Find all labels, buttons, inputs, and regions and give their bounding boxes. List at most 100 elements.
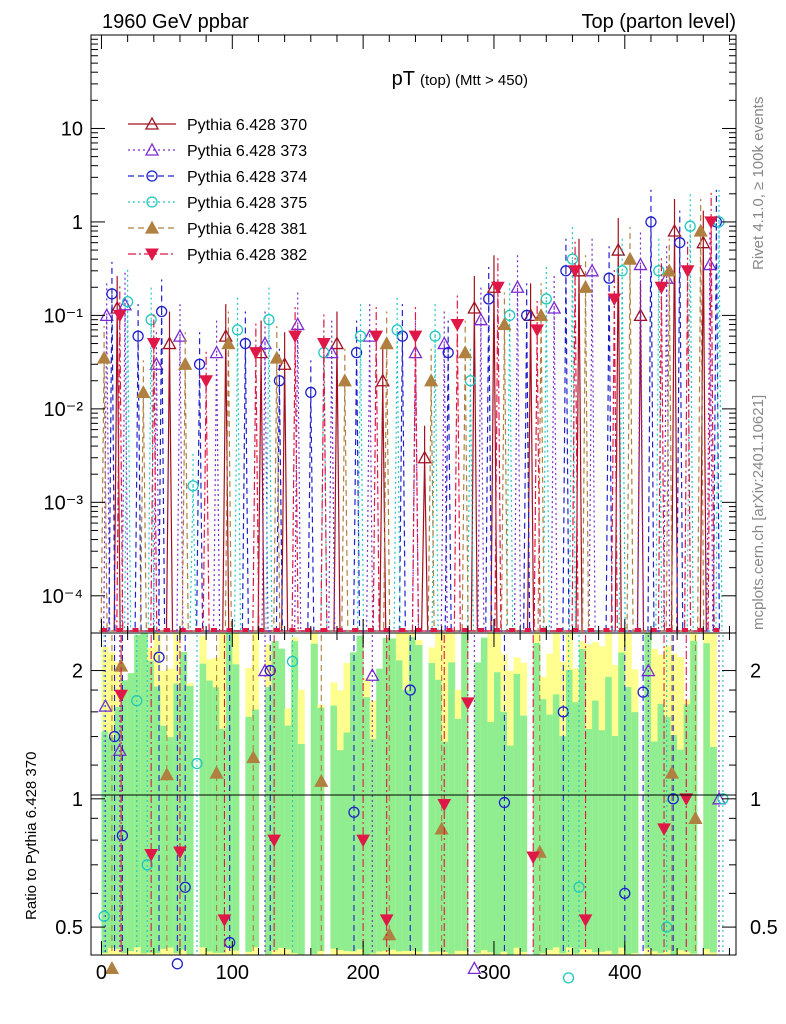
ratio-point <box>108 730 121 743</box>
band-inner <box>350 652 358 952</box>
data-point <box>288 330 302 344</box>
ratio-point <box>114 689 128 703</box>
legend-label: Pythia 6.428 381 <box>187 221 307 238</box>
header-process: Top (parton level) <box>581 11 736 33</box>
data-point <box>117 297 133 311</box>
data-point <box>199 375 213 388</box>
floor-marker <box>681 628 688 632</box>
data-point <box>530 324 544 337</box>
data-point <box>654 281 669 295</box>
band-inner <box>415 645 423 952</box>
data-point <box>702 257 717 271</box>
legend-label: Pythia 6.428 382 <box>187 247 307 264</box>
band-inner <box>166 737 174 948</box>
band-inner <box>559 736 567 954</box>
data-point <box>391 324 403 336</box>
ratio-point <box>679 793 694 806</box>
data-point <box>354 330 367 342</box>
band-inner <box>513 673 521 948</box>
ratio-series-381 <box>104 635 703 975</box>
main-ytick-label: 10⁻³ <box>44 492 84 514</box>
band-inner <box>441 741 449 953</box>
band-inner <box>690 640 698 954</box>
data-point <box>483 293 495 305</box>
data-point <box>560 265 572 277</box>
floor-marker <box>430 628 437 632</box>
data-point <box>584 263 600 277</box>
band-inner <box>160 725 168 949</box>
ratio-ytick-label-right: 1 <box>750 789 761 811</box>
band-inner <box>395 660 403 952</box>
band-inner <box>356 635 364 950</box>
ratio-xtick-label: 400 <box>608 962 641 984</box>
band-inner <box>539 699 547 954</box>
floor-marker <box>242 628 249 632</box>
ratio-xtick-label: 300 <box>477 962 510 984</box>
ratio-point <box>356 834 370 848</box>
floor-marker <box>336 628 343 632</box>
data-point <box>136 385 151 399</box>
floor-marker <box>462 628 469 632</box>
main-ytick-label: 10⁻¹ <box>44 305 84 327</box>
ratio-ytick-label: 0.5 <box>55 917 83 939</box>
data-point <box>269 350 284 364</box>
ratio-point <box>664 765 679 779</box>
band-inner <box>245 716 253 952</box>
band-inner <box>153 686 161 954</box>
data-point <box>155 305 168 318</box>
legend-label: Pythia 6.428 370 <box>187 117 307 134</box>
ratio-point <box>98 698 113 712</box>
floor-marker <box>556 628 563 632</box>
data-point <box>547 300 562 314</box>
ratio-point <box>144 849 159 862</box>
ratio-point <box>217 914 232 927</box>
data-point <box>369 330 384 344</box>
data-point <box>239 337 252 350</box>
band-inner <box>664 716 672 951</box>
ratio-xtick-label: 0 <box>96 962 107 984</box>
data-point <box>568 265 582 278</box>
band-inner <box>435 679 443 952</box>
band-inner <box>461 633 469 951</box>
floor-marker <box>195 628 202 632</box>
ratio-point <box>348 806 360 818</box>
ratio-point <box>578 914 593 927</box>
floor-marker <box>493 628 500 632</box>
ratio-point <box>116 829 129 842</box>
band-inner <box>448 662 456 954</box>
band-inner <box>480 637 488 951</box>
legend-marker <box>144 142 160 156</box>
floor-marker <box>273 628 280 632</box>
series-382 <box>101 189 720 632</box>
data-point <box>408 330 423 344</box>
band-inner <box>408 636 416 951</box>
series-line <box>98 230 705 632</box>
legend-label: Pythia 6.428 373 <box>187 143 307 160</box>
band-inner <box>291 641 299 954</box>
ratio-point <box>257 663 273 677</box>
data-point <box>645 216 657 228</box>
mcplots-label: mcplots.cern.ch [arXiv:2401.10621] <box>750 395 767 630</box>
data-point <box>622 251 638 265</box>
band-inner <box>579 648 587 950</box>
ratio-point <box>657 823 671 836</box>
floor-marker <box>258 628 265 632</box>
band-inner <box>474 662 482 954</box>
floor-marker <box>226 628 233 632</box>
data-point <box>379 336 394 350</box>
band-inner <box>650 741 659 952</box>
band-inner <box>108 737 116 948</box>
floor-marker <box>352 628 359 632</box>
floor-marker <box>116 628 123 632</box>
data-point <box>450 318 465 332</box>
data-point <box>106 288 118 300</box>
band-inner <box>598 730 606 952</box>
legend-marker <box>146 196 158 208</box>
floor-marker <box>148 628 155 632</box>
band-inner <box>121 680 129 954</box>
main-plot-panel: 10 1 10⁻¹ 10⁻² 10⁻³ 10⁻⁴ pT (top) (Mtt > 450)… <box>42 34 737 634</box>
band-inner <box>487 722 495 953</box>
data-point <box>121 296 134 308</box>
floor-marker <box>132 628 139 632</box>
ratio-ytick-label-right: 0.5 <box>750 917 778 939</box>
